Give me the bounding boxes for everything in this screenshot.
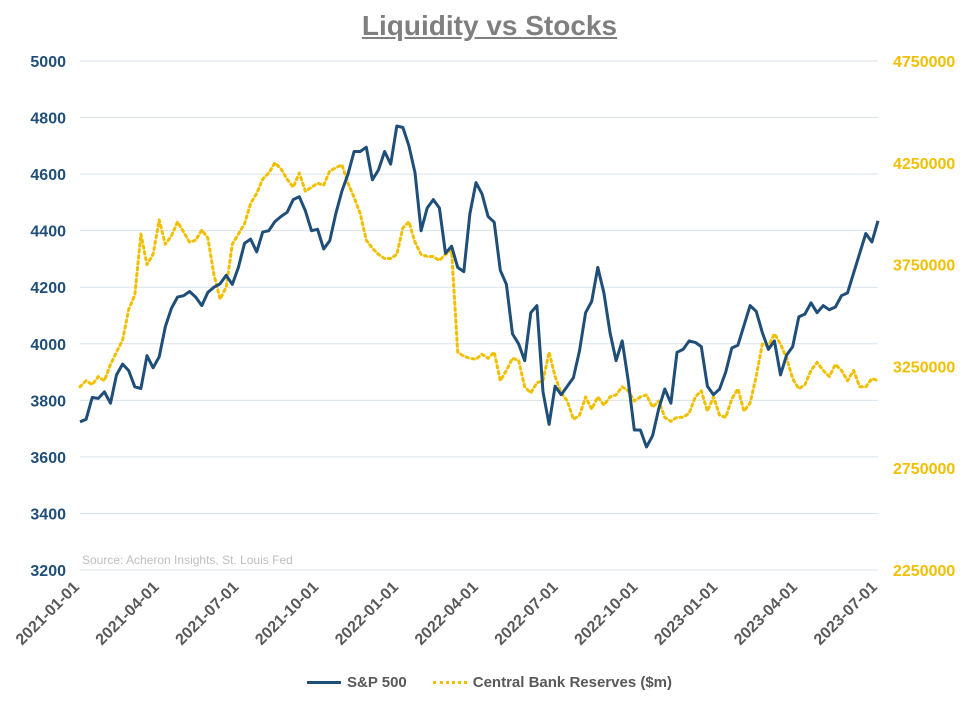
right-tick-label: 4750000 <box>893 54 955 71</box>
right-axis-ticks: 2250000 2750000 3250000 3750000 4250000 47500… <box>893 54 955 580</box>
left-tick-label: 4600 <box>30 167 66 184</box>
left-tick-label: 5000 <box>30 54 66 71</box>
x-tick-label: 2021-10-01 <box>252 579 322 649</box>
legend-item-reserves: Central Bank Reserves ($m) <box>432 674 673 691</box>
legend-swatch-sp500 <box>306 681 341 684</box>
x-tick-label: 2021-01-01 <box>13 579 83 649</box>
x-tick-label: 2022-10-01 <box>572 579 642 649</box>
right-tick-label: 2750000 <box>893 461 955 478</box>
legend: S&P 500 Central Bank Reserves ($m) <box>0 674 979 691</box>
x-tick-label: 2023-07-01 <box>811 579 881 649</box>
x-tick-label: 2023-04-01 <box>731 579 801 649</box>
left-tick-label: 3800 <box>30 393 66 410</box>
x-tick-label: 2021-04-01 <box>93 579 163 649</box>
legend-swatch-reserves <box>432 681 467 684</box>
x-axis-ticks: 2021-01-01 2021-04-01 2021-07-01 2021-10-01… <box>13 579 881 649</box>
legend-label-sp500: S&P 500 <box>346 674 407 691</box>
left-axis-ticks: 3200 3400 3600 3800 4000 4200 4400 4600 4800 5000 <box>30 54 66 580</box>
left-tick-label: 3400 <box>30 506 66 523</box>
chart-title: Liquidity vs Stocks <box>361 10 618 41</box>
x-tick-label: 2023-01-01 <box>651 579 721 649</box>
left-tick-label: 4000 <box>30 337 66 354</box>
series-line-sp500 <box>79 124 880 449</box>
right-tick-label: 2250000 <box>893 563 955 580</box>
legend-item-sp500: S&P 500 <box>306 674 407 691</box>
gridlines <box>80 60 878 571</box>
legend-label-reserves: Central Bank Reserves ($m) <box>472 674 673 691</box>
right-tick-label: 3750000 <box>893 258 955 275</box>
left-tick-label: 4800 <box>30 111 66 128</box>
x-tick-label: 2021-07-01 <box>173 579 243 649</box>
left-tick-label: 3600 <box>30 450 66 467</box>
right-tick-label: 4250000 <box>893 156 955 173</box>
series-layer <box>78 124 880 449</box>
left-tick-label: 4200 <box>30 280 66 297</box>
x-tick-label: 2022-01-01 <box>332 579 402 649</box>
left-tick-label: 3200 <box>30 563 66 580</box>
x-tick-label: 2022-04-01 <box>412 579 482 649</box>
series-line-reserves <box>78 161 880 423</box>
x-tick-label: 2022-07-01 <box>492 579 562 649</box>
right-tick-label: 3250000 <box>893 359 955 376</box>
source-note: Source: Acheron Insights, St. Louis Fed <box>82 553 293 567</box>
left-tick-label: 4400 <box>30 224 66 241</box>
